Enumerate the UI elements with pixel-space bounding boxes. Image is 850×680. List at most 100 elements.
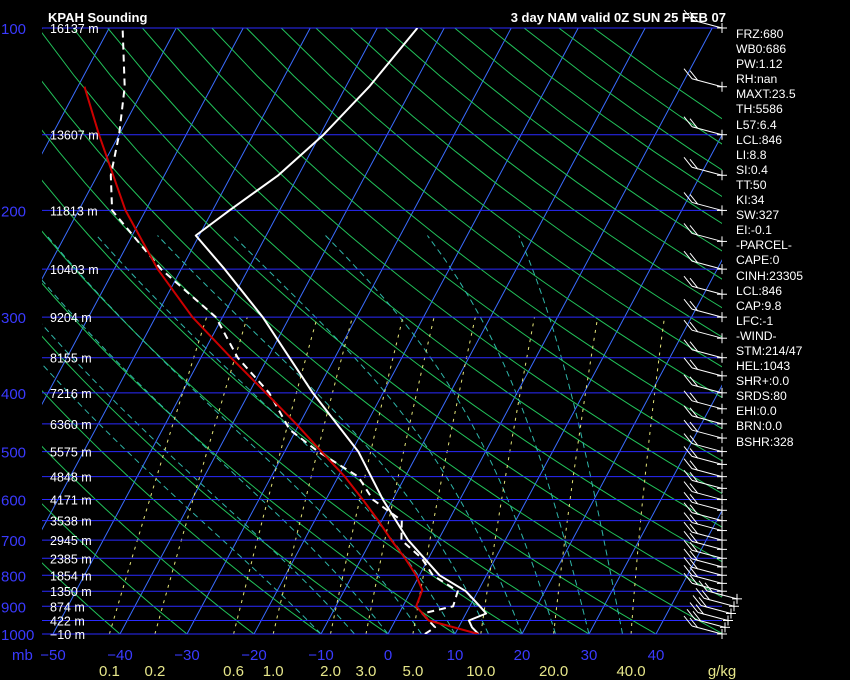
mixing-ratio-label: 10.0	[466, 663, 495, 680]
pressure-tick-label: 1000	[1, 627, 34, 644]
wind-barb	[683, 116, 723, 136]
wind-barb	[683, 223, 723, 242]
index-item: LCL:846	[736, 283, 783, 298]
temperature-tick-label: 20	[514, 647, 531, 664]
index-item: LI:8.8	[736, 147, 767, 162]
height-label: 6360 m	[50, 418, 92, 432]
wind-barb	[683, 539, 723, 559]
index-item: CAP:9.8	[736, 298, 782, 313]
height-label: 7216 m	[50, 387, 92, 401]
isotherm-line	[42, 28, 311, 531]
wind-barb	[683, 565, 723, 584]
mixing-ratio-label: 0.6	[223, 663, 244, 680]
height-label: 874 m	[50, 600, 85, 614]
temperature-tick-label: −50	[40, 647, 65, 664]
wind-barb	[683, 458, 723, 478]
isotherm-line	[42, 28, 244, 406]
height-label: 10403 m	[50, 263, 99, 277]
index-item: EHI:0.0	[736, 404, 777, 419]
height-label: 2385 m	[50, 552, 92, 566]
isotherm-line	[42, 28, 110, 155]
mixing-ratio-label: 3.0	[356, 663, 377, 680]
wind-barb	[683, 9, 723, 29]
wind-barb	[683, 512, 723, 532]
pressure-tick-label: 500	[1, 445, 26, 462]
temperature-tick-label: −20	[241, 647, 266, 664]
height-label: 4171 m	[50, 494, 92, 508]
mixing-ratio-unit: g/kg	[708, 663, 736, 680]
temperature-tick-label: 0	[384, 647, 392, 664]
index-item: SHR+:0.0	[736, 374, 790, 389]
wind-barb	[683, 615, 723, 635]
wind-barb	[683, 572, 723, 592]
height-label: 422 m	[50, 615, 85, 629]
height-label: 8155 m	[50, 352, 92, 366]
wind-barb	[683, 68, 723, 88]
pressure-tick-label: 100	[1, 21, 26, 38]
wind-barbs	[683, 9, 742, 639]
index-item: -PARCEL-	[736, 238, 792, 253]
dewpoint-profile	[109, 28, 459, 634]
height-label: 4848 m	[50, 471, 92, 485]
index-item: RH:nan	[736, 72, 778, 87]
wind-barb	[683, 192, 723, 211]
index-item: KI:34	[736, 193, 765, 208]
index-item: STM:214/47	[736, 343, 803, 358]
wind-barb	[683, 357, 723, 377]
pressure-tick-label: 300	[1, 310, 26, 327]
index-item: WB0:686	[736, 42, 787, 57]
mixing-ratio-line	[365, 316, 435, 634]
mixing-ratio-line	[233, 316, 318, 634]
station-title: KPAH Sounding	[48, 10, 148, 25]
wind-barb	[686, 609, 726, 628]
pressure-tick-label: 200	[1, 203, 26, 220]
temperature-tick-label: 10	[447, 647, 464, 664]
mixing-ratio-label: 0.2	[144, 663, 165, 680]
isotherm-line	[320, 28, 646, 634]
wind-barb	[683, 556, 723, 576]
isotherm-line	[454, 133, 722, 634]
temperature-tick-label: −10	[308, 647, 333, 664]
isotherm-line	[521, 259, 722, 634]
index-item: SW:327	[736, 208, 780, 223]
mixing-ratio-line	[108, 316, 208, 634]
isotherm-line	[52, 28, 378, 634]
wind-barb	[695, 587, 735, 607]
wind-barb	[683, 298, 723, 318]
wind-barb	[692, 595, 732, 614]
temperature-tick-label: −30	[174, 647, 199, 664]
index-item: PW:1.12	[736, 57, 783, 72]
mixing-ratio-line	[272, 316, 353, 634]
moist-adiabat-line	[42, 363, 322, 634]
mixing-ratio-label: 2.0	[320, 663, 341, 680]
mixing-ratio-label: 1.0	[263, 663, 284, 680]
index-item: LCL:846	[736, 132, 783, 147]
index-item: CINH:23305	[736, 268, 804, 283]
height-label: 2945 m	[50, 534, 92, 548]
isotherm-line	[588, 384, 722, 634]
wind-barb	[683, 433, 723, 453]
pressure-tick-label: 700	[1, 533, 26, 550]
wind-barb	[683, 374, 723, 394]
mixing-ratio-label: 5.0	[403, 663, 424, 680]
index-item: EI:-0.1	[736, 223, 772, 238]
index-item: MAXT:23.5	[736, 87, 796, 102]
wind-barb	[683, 481, 723, 501]
height-label: 1854 m	[50, 569, 92, 583]
mixing-ratio-label: 20.0	[539, 663, 568, 680]
index-item: BRN:0.0	[736, 419, 783, 434]
height-label: 11813 m	[50, 204, 98, 218]
pressure-tick-label: 800	[1, 568, 26, 585]
mixing-ratio-label: 0.1	[99, 663, 120, 680]
height-label: 5575 m	[50, 446, 92, 460]
wind-barb	[683, 319, 723, 339]
index-item: SI:0.4	[736, 162, 768, 177]
isotherm-line	[387, 28, 713, 634]
index-item: LFC:-1	[736, 313, 774, 328]
valid-time: 3 day NAM valid 0Z SUN 25 FEB 07	[510, 10, 726, 25]
wind-barb	[683, 491, 723, 511]
isotherm-line	[655, 509, 722, 634]
isobar-lines	[42, 27, 722, 635]
sounding-profiles	[83, 28, 488, 634]
